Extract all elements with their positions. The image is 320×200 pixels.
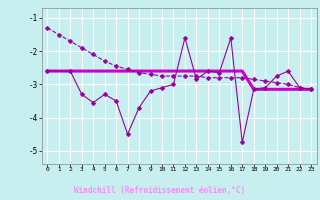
Text: Windchill (Refroidissement éolien,°C): Windchill (Refroidissement éolien,°C): [75, 186, 245, 194]
